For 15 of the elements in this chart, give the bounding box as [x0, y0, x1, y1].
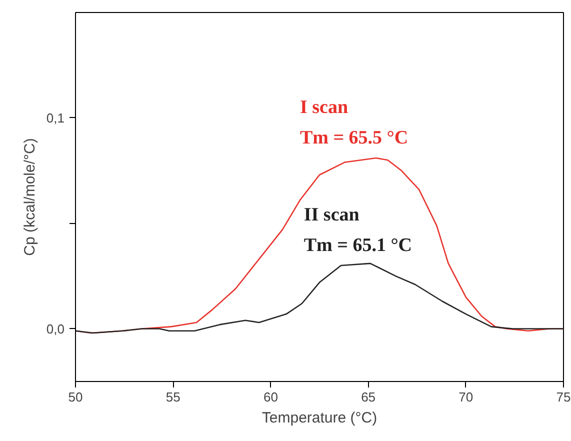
x-tick-label: 65: [361, 390, 376, 404]
y-tick-label: 0,0: [46, 321, 65, 336]
x-tick-label: 50: [68, 390, 83, 404]
text: I scan: [300, 96, 348, 118]
line-series: [76, 262, 564, 334]
x-tick-label: 75: [556, 390, 571, 404]
y-axis-title: Cp (kcal/mole/°C): [21, 138, 38, 256]
x-tick-label: 70: [458, 390, 474, 404]
annotation: Tm = 65.1 °C: [304, 235, 412, 256]
y-tick-label: 0,1: [46, 110, 65, 126]
x-axis-title: Temperature (°C): [262, 410, 378, 426]
x-tick-label: 60: [263, 390, 278, 404]
x-tick-label: 55: [166, 390, 180, 404]
text: II scan: [304, 204, 360, 226]
annotation: Tm = 65.5 °C: [300, 128, 408, 149]
